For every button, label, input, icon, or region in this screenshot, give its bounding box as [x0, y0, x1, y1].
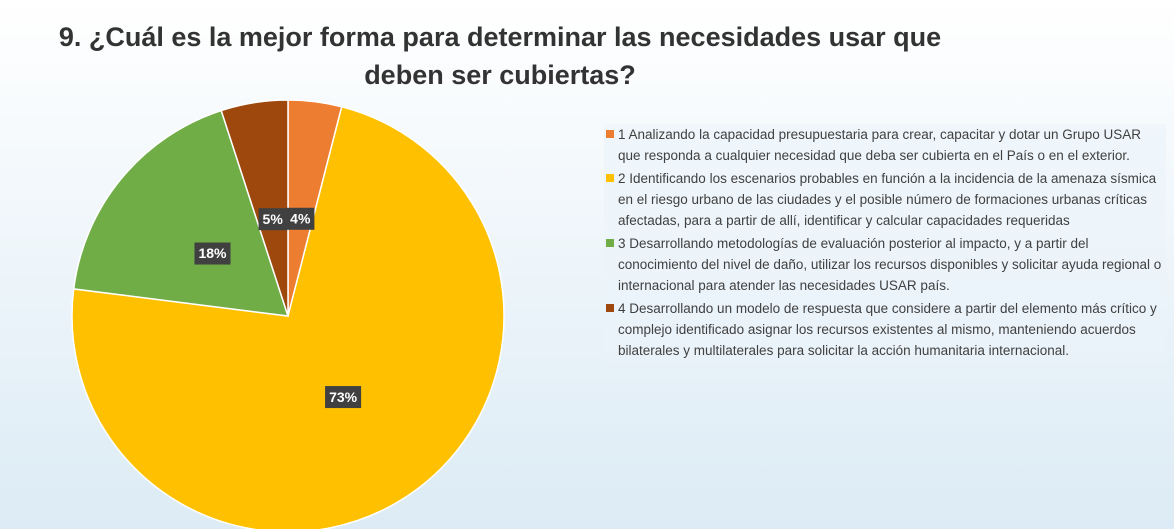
pie-chart: 4% 73% 18% 5% [71, 99, 505, 529]
legend-item: 2 Identificando los escenarios probables… [604, 168, 1166, 231]
pie-slice [72, 109, 290, 317]
data-label: 18% [194, 242, 231, 265]
legend-swatch [606, 130, 614, 138]
data-label: 73% [325, 386, 362, 409]
legend-swatch [606, 239, 614, 247]
data-label-bg [258, 208, 287, 231]
data-label-bg [286, 207, 315, 230]
data-label: 4% [286, 207, 315, 230]
legend-item: 1 Analizando la capacidad presupuestaria… [604, 124, 1166, 166]
data-label-bg [194, 242, 231, 265]
legend-label: 4 Desarrollando un modelo de respuesta q… [618, 301, 1157, 358]
legend-label: 1 Analizando la capacidad presupuestaria… [618, 127, 1142, 163]
pie-slice [220, 99, 289, 317]
legend: 1 Analizando la capacidad presupuestaria… [604, 124, 1166, 363]
data-label-text: 18% [198, 245, 227, 261]
legend-label: 2 Identificando los escenarios probables… [618, 171, 1157, 228]
legend-item: 3 Desarrollando metodologías de evaluaci… [604, 233, 1166, 296]
data-label-text: 5% [263, 211, 284, 227]
data-label-bg [325, 386, 362, 409]
data-label-text: 73% [329, 389, 358, 405]
legend-swatch [606, 174, 614, 182]
legend-item: 4 Desarrollando un modelo de respuesta q… [604, 298, 1166, 361]
legend-label: 3 Desarrollando metodologías de evaluaci… [618, 236, 1162, 293]
data-label-text: 4% [290, 210, 311, 226]
pie-slice [71, 105, 505, 529]
chart-title: 9. ¿Cuál es la mejor forma para determin… [58, 22, 942, 90]
legend-swatch [606, 304, 614, 312]
data-label: 5% [258, 208, 287, 231]
